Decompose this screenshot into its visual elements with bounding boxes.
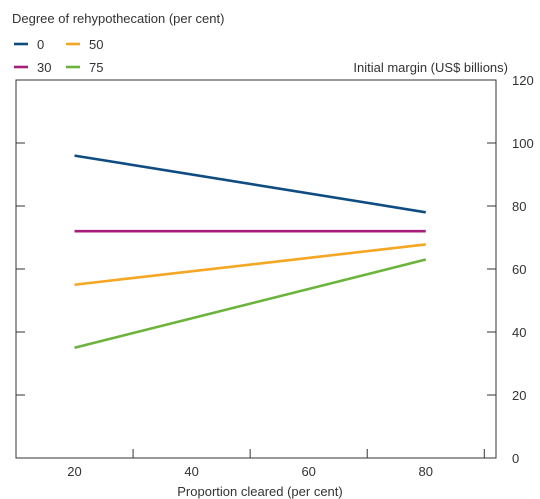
y-tick-label: 20	[512, 388, 526, 403]
x-tick-label: 80	[419, 464, 433, 479]
y-tick-label: 0	[512, 451, 519, 466]
plot-frame	[15, 79, 497, 459]
y-tick-label: 120	[512, 73, 534, 88]
y-axis-label: Initial margin (US$ billions)	[353, 60, 508, 75]
series-lines	[74, 154, 427, 350]
legend-label-30: 30	[37, 60, 51, 75]
y-tick-label: 40	[512, 325, 526, 340]
x-tick-label: 40	[184, 464, 198, 479]
y-tick-label: 100	[512, 136, 534, 151]
x-tick-label: 20	[67, 464, 81, 479]
legend: 0 50 30 75	[14, 37, 103, 75]
series-line-50	[74, 243, 426, 287]
legend-title: Degree of rehypothecation (per cent)	[12, 11, 224, 26]
axes: 0 20 40 60 80 100 120 20 40 60 80	[15, 73, 534, 479]
series-line-75	[74, 258, 427, 350]
legend-label-75: 75	[89, 60, 103, 75]
x-axis-label: Proportion cleared (per cent)	[177, 484, 342, 499]
y-tick-label: 60	[512, 262, 526, 277]
x-tick-label: 60	[301, 464, 315, 479]
series-line-0	[74, 154, 426, 214]
legend-label-50: 50	[89, 37, 103, 52]
y-tick-label: 80	[512, 199, 526, 214]
legend-label-0: 0	[37, 37, 44, 52]
